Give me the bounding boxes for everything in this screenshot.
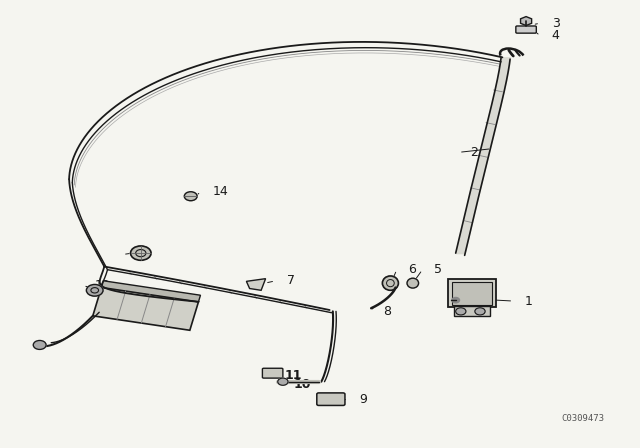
Circle shape — [452, 297, 460, 303]
FancyBboxPatch shape — [317, 393, 345, 405]
Text: 9: 9 — [360, 393, 367, 406]
Text: 10: 10 — [293, 378, 310, 391]
Text: 3: 3 — [552, 17, 559, 30]
Circle shape — [456, 308, 466, 315]
Circle shape — [278, 378, 288, 385]
Text: 6: 6 — [408, 263, 416, 276]
FancyBboxPatch shape — [516, 26, 536, 33]
Circle shape — [33, 340, 46, 349]
Ellipse shape — [407, 278, 419, 288]
Text: 2: 2 — [470, 146, 478, 159]
Text: C0309473: C0309473 — [562, 414, 605, 423]
Circle shape — [131, 246, 151, 260]
Polygon shape — [102, 281, 200, 302]
Polygon shape — [520, 17, 532, 26]
FancyBboxPatch shape — [262, 368, 283, 378]
Circle shape — [184, 192, 197, 201]
Text: 12: 12 — [95, 279, 111, 292]
Text: 5: 5 — [434, 263, 442, 276]
FancyBboxPatch shape — [448, 279, 496, 307]
Text: 4: 4 — [552, 29, 559, 43]
Text: 7: 7 — [287, 274, 295, 288]
Ellipse shape — [383, 276, 398, 290]
FancyBboxPatch shape — [454, 306, 490, 316]
Text: 13: 13 — [134, 248, 150, 261]
Text: 1: 1 — [525, 294, 532, 308]
Polygon shape — [246, 279, 266, 290]
FancyBboxPatch shape — [452, 282, 492, 305]
Text: 8: 8 — [383, 305, 390, 318]
Circle shape — [86, 284, 103, 296]
Text: 14: 14 — [212, 185, 228, 198]
Circle shape — [475, 308, 485, 315]
Text: 11: 11 — [285, 369, 302, 382]
Polygon shape — [93, 287, 198, 330]
